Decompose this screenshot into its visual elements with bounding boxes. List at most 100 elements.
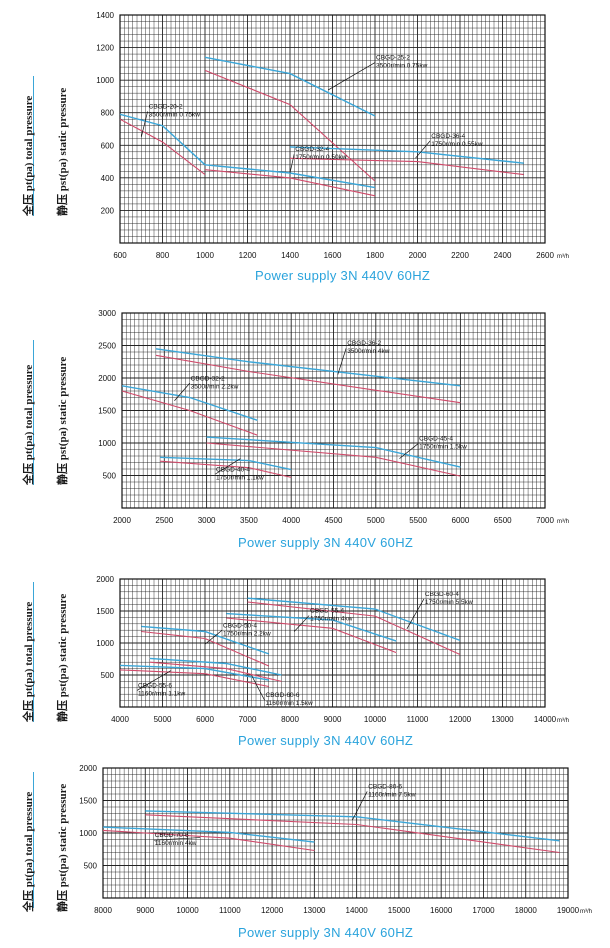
x-unit-label: m³/h <box>557 254 569 260</box>
x-tick-label: 2200 <box>451 251 469 260</box>
series-line-static <box>145 814 560 854</box>
x-tick-label: 10000 <box>176 906 199 915</box>
y-tick-label: 800 <box>101 109 115 118</box>
series-leader-line <box>153 837 201 841</box>
x-tick-label: 9000 <box>136 906 154 915</box>
y-tick-label: 2000 <box>96 575 114 584</box>
series-label-spec: 1750r/min 2.2kw <box>223 630 271 637</box>
x-tick-label: 7000 <box>239 715 257 724</box>
series-leader-line <box>174 383 190 401</box>
series-label-spec: 1160r/min 7.5kw <box>368 791 416 798</box>
y-tick-label: 1000 <box>96 76 114 85</box>
series-label-name: CBGD-55-4 <box>310 608 344 615</box>
power-supply-label: Power supply 3N 440V 60HZ <box>255 268 431 283</box>
series-line-static <box>121 390 258 436</box>
series-line-total <box>155 348 461 387</box>
y-tick-label: 2000 <box>79 764 97 773</box>
chart-plot-4: 8000 9000 10000 11000 12000 13000 14000 15000 16… <box>79 764 592 915</box>
x-tick-label: 3000 <box>198 516 216 525</box>
series-label-spec: 3500r/min 0.75kw <box>149 111 201 118</box>
series-leader-line <box>289 153 295 174</box>
series-line-static <box>204 69 376 182</box>
power-supply-label: Power supply 3N 440V 60HZ <box>238 925 414 940</box>
series-line-total <box>289 146 524 164</box>
series-line-total <box>145 810 560 842</box>
y-tick-label: 500 <box>101 671 115 680</box>
chart-plot-1: 600 800 1000 1200 1400 1600 1800 2000 2200 2400 26… <box>96 11 569 260</box>
series-line-total <box>226 612 397 642</box>
series-line-total <box>102 826 315 843</box>
x-tick-label: 10000 <box>364 715 387 724</box>
x-unit-label: m³/h <box>557 718 569 724</box>
x-tick-label: 6000 <box>196 715 214 724</box>
x-tick-label: 14000 <box>346 906 369 915</box>
x-tick-label: 9000 <box>324 715 342 724</box>
series-label-spec: 3500r/min 2.2kw <box>191 383 239 390</box>
x-tick-label: 13000 <box>491 715 514 724</box>
series-leader-line <box>251 675 265 701</box>
series-line-total <box>204 164 376 189</box>
x-tick-label: 6000 <box>452 516 470 525</box>
plot-frame <box>121 312 546 509</box>
y-tick-label: 1200 <box>96 44 114 53</box>
series-leader-line <box>415 140 431 159</box>
series-line-total <box>141 625 270 655</box>
series-line-static <box>119 118 206 176</box>
y-tick-label: 3000 <box>98 309 116 318</box>
y-tick-label: 1400 <box>96 11 114 20</box>
series-leader-line <box>204 630 223 645</box>
series-label-name: CBGD-55-6 <box>138 682 172 689</box>
x-tick-label: 2500 <box>155 516 173 525</box>
x-tick-label: 4000 <box>282 516 300 525</box>
series-label-name: CBGD-60-4 <box>425 591 459 598</box>
series-label-spec: 1750r/min 4kw <box>310 616 353 623</box>
series-label-name: CBGD-80-6 <box>368 783 402 790</box>
plot-frame <box>119 14 546 244</box>
series-label-name: CBGD-32-2 <box>191 375 225 382</box>
series-leader-line <box>352 791 368 821</box>
series-label-spec: 3500r/min 4kw <box>347 348 390 355</box>
x-tick-label: 17000 <box>472 906 495 915</box>
series-leader-line <box>214 458 241 475</box>
series-line-static <box>149 661 282 682</box>
series-label-name: CBGD-60-6 <box>266 692 300 699</box>
series-leader-line <box>406 598 425 630</box>
x-tick-label: 1400 <box>281 251 299 260</box>
y-tick-label: 1500 <box>96 607 114 616</box>
y-tick-label: 1000 <box>96 639 114 648</box>
series-label-name: CBGD-25-2 <box>376 55 410 62</box>
x-unit-label: m³/h <box>557 519 569 525</box>
x-tick-label: 3500 <box>240 516 258 525</box>
y-tick-label: 1500 <box>98 407 116 416</box>
series-line-total <box>206 436 461 468</box>
series-label-spec: 1750r/min 1.1kw <box>216 474 264 481</box>
series-label-spec: 1750r/min 0.50kw <box>295 154 347 161</box>
x-tick-label: 12000 <box>261 906 284 915</box>
x-tick-label: 1200 <box>239 251 257 260</box>
series-leader-line <box>293 615 310 632</box>
power-supply-label: Power supply 3N 440V 60HZ <box>238 733 414 748</box>
x-tick-label: 13000 <box>303 906 326 915</box>
series-label-spec: 1750r/min 0.55kw <box>431 141 483 148</box>
x-unit-label: m³/h <box>580 909 592 915</box>
x-tick-label: 19000 <box>557 906 580 915</box>
x-tick-label: 18000 <box>515 906 538 915</box>
series-label-spec: 1160r/min 4kw <box>155 840 197 847</box>
series-line-static <box>102 829 315 852</box>
y-tick-label: 1500 <box>79 797 97 806</box>
series-line-static <box>206 442 461 477</box>
y-tick-label: 1000 <box>98 439 116 448</box>
x-tick-label: 800 <box>156 251 170 260</box>
x-tick-label: 8000 <box>281 715 299 724</box>
series-line-static <box>289 157 524 176</box>
x-tick-label: 7000 <box>536 516 554 525</box>
axis-label-divider <box>33 76 34 216</box>
series-line-static <box>204 169 376 197</box>
y-tick-label: 2500 <box>98 342 116 351</box>
series-line-total <box>121 385 258 421</box>
x-tick-label: 1800 <box>366 251 384 260</box>
series-leader-line <box>136 670 172 691</box>
series-label-spec: 1750r/min 5.5kw <box>425 599 473 606</box>
series-line-static <box>226 617 397 654</box>
series-leader-line <box>337 348 347 375</box>
